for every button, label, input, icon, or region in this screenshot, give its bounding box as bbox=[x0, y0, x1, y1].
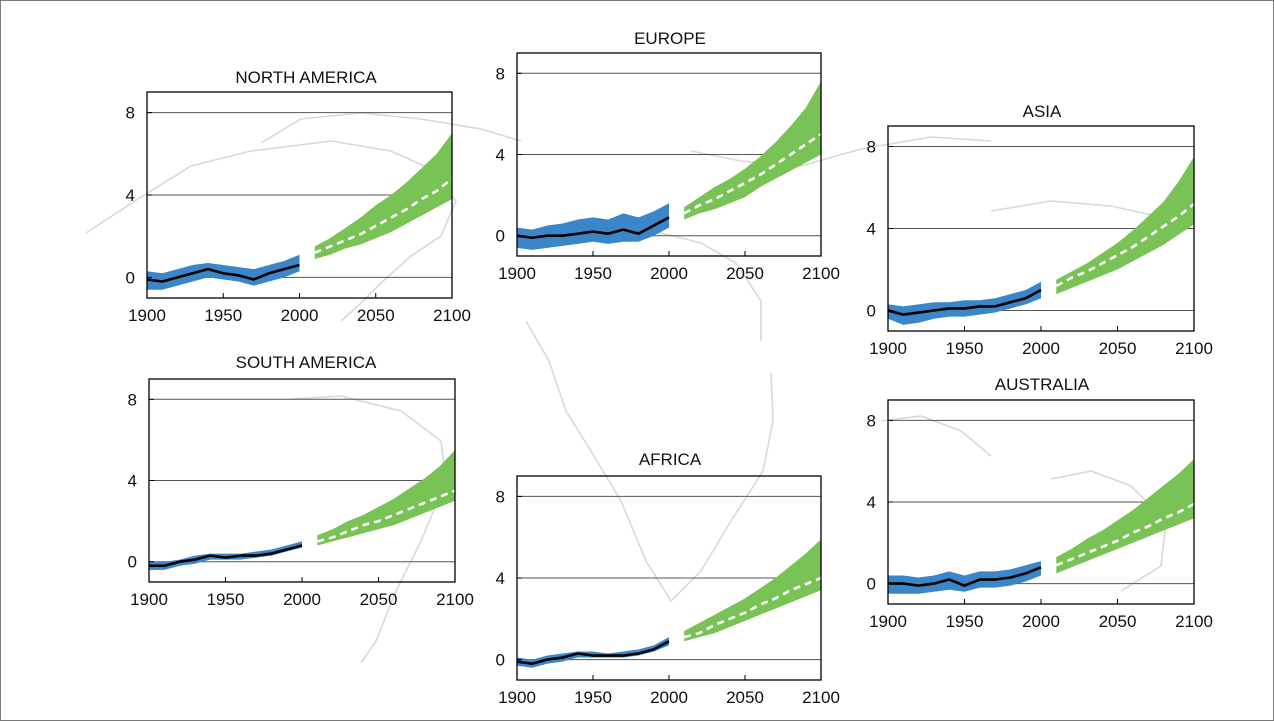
projected-mean-line bbox=[683, 576, 822, 639]
projected-range-band bbox=[314, 133, 452, 259]
y-tick-label: 0 bbox=[496, 227, 505, 246]
projected-range-band bbox=[684, 81, 821, 220]
y-tick-label: 8 bbox=[496, 64, 505, 83]
y-tick-label: 4 bbox=[128, 472, 137, 491]
observed-range-band bbox=[517, 203, 669, 250]
observed-range-band bbox=[149, 541, 302, 570]
y-tick-label: 4 bbox=[496, 146, 505, 165]
panel-australia: AUSTRALIA 1900 1950 2000 2050 2100 0 4 8 bbox=[846, 369, 1236, 639]
y-tick-label: 8 bbox=[126, 104, 135, 123]
x-tick-label: 1950 bbox=[204, 306, 242, 325]
projected-range-band bbox=[317, 450, 455, 546]
observed-mean-line bbox=[149, 544, 303, 568]
projected-range-band bbox=[1056, 459, 1194, 574]
y-tick-label: 8 bbox=[128, 390, 137, 409]
x-tick-label: 1950 bbox=[574, 688, 612, 707]
x-tick-label: 2000 bbox=[1022, 612, 1060, 631]
panel-africa: AFRICA 1900 1950 2000 2050 2100 0 4 8 bbox=[475, 441, 855, 717]
y-tick-label: 4 bbox=[867, 220, 876, 239]
x-tick-label: 1950 bbox=[207, 590, 245, 609]
x-tick-label: 2100 bbox=[802, 688, 840, 707]
observed-range-band bbox=[888, 561, 1041, 594]
panel-title: AFRICA bbox=[638, 450, 702, 469]
chart-north-america: 1900 1950 2000 2050 2100 0 4 8 bbox=[126, 91, 471, 325]
x-tick-label: 2050 bbox=[1099, 612, 1137, 631]
panel-europe: EUROPE 1900 1950 2000 2050 2100 0 4 8 bbox=[475, 21, 855, 291]
y-tick-label: 8 bbox=[496, 487, 505, 506]
x-tick-label: 2100 bbox=[433, 306, 471, 325]
x-tick-label: 2050 bbox=[726, 688, 764, 707]
y-tick-label: 0 bbox=[126, 268, 135, 287]
projected-mean-line bbox=[314, 177, 453, 254]
x-tick-label: 2000 bbox=[281, 306, 319, 325]
chart-australia: 1900 1950 2000 2050 2100 0 4 8 bbox=[867, 399, 1213, 631]
x-tick-label: 1900 bbox=[498, 688, 536, 707]
x-tick-label: 2050 bbox=[726, 264, 764, 283]
chart-europe: 1900 1950 2000 2050 2100 0 4 8 bbox=[496, 52, 840, 283]
x-tick-label: 1900 bbox=[130, 590, 168, 609]
x-tick-label: 2050 bbox=[360, 590, 398, 609]
y-tick-label: 0 bbox=[496, 651, 505, 670]
panel-asia: ASIA 1900 1950 2000 2050 2100 0 4 8 bbox=[846, 96, 1236, 366]
x-tick-label: 2050 bbox=[357, 306, 395, 325]
observed-range-band bbox=[888, 281, 1041, 325]
x-tick-label: 2100 bbox=[436, 590, 474, 609]
x-tick-label: 2100 bbox=[802, 264, 840, 283]
y-tick-label: 8 bbox=[867, 138, 876, 157]
y-tick-label: 0 bbox=[867, 302, 876, 321]
x-tick-label: 2050 bbox=[1099, 339, 1137, 358]
panel-title: AUSTRALIA bbox=[994, 375, 1090, 394]
observed-mean-line bbox=[146, 263, 300, 283]
chart-africa: 1900 1950 2000 2050 2100 0 4 8 bbox=[496, 475, 840, 707]
y-tick-label: 4 bbox=[126, 186, 135, 205]
y-tick-label: 0 bbox=[128, 553, 137, 572]
observed-mean-line bbox=[888, 566, 1042, 587]
panel-south-america: SOUTH AMERICA 1900 1950 2000 2050 2100 0 4 8 bbox=[105, 346, 485, 616]
x-tick-label: 1900 bbox=[498, 264, 536, 283]
panel-title: SOUTH AMERICA bbox=[235, 353, 377, 372]
projected-range-band bbox=[684, 539, 821, 642]
projected-mean-line bbox=[1055, 202, 1195, 288]
x-tick-label: 1900 bbox=[869, 339, 907, 358]
chart-asia: 1900 1950 2000 2050 2100 0 4 8 bbox=[867, 125, 1213, 358]
x-tick-label: 1950 bbox=[574, 264, 612, 283]
observed-mean-line bbox=[516, 640, 670, 665]
panel-title: ASIA bbox=[1022, 102, 1062, 121]
y-tick-label: 8 bbox=[867, 411, 876, 430]
x-tick-label: 1900 bbox=[869, 612, 907, 631]
y-tick-label: 0 bbox=[867, 575, 876, 594]
y-tick-label: 4 bbox=[867, 493, 876, 512]
x-tick-label: 2100 bbox=[1175, 612, 1213, 631]
x-tick-label: 1950 bbox=[946, 612, 984, 631]
projected-mean-line bbox=[316, 489, 456, 543]
x-tick-label: 2000 bbox=[283, 590, 321, 609]
x-tick-label: 1900 bbox=[128, 306, 166, 325]
observed-mean-line bbox=[887, 288, 1042, 316]
projected-mean-line bbox=[1055, 502, 1195, 567]
observed-mean-line bbox=[516, 216, 670, 240]
projected-mean-line bbox=[683, 133, 822, 215]
projected-range-band bbox=[1056, 156, 1194, 295]
x-tick-label: 2000 bbox=[650, 688, 688, 707]
panel-title: NORTH AMERICA bbox=[235, 68, 377, 87]
x-tick-label: 2100 bbox=[1175, 339, 1213, 358]
panel-north-america: NORTH AMERICA 1900 1950 2000 2050 2100 0 4 8 bbox=[105, 61, 485, 331]
y-tick-label: 4 bbox=[496, 569, 505, 588]
x-tick-label: 2000 bbox=[1022, 339, 1060, 358]
x-tick-label: 2000 bbox=[650, 264, 688, 283]
observed-range-band bbox=[517, 637, 669, 668]
chart-south-america: 1900 1950 2000 2050 2100 0 4 8 bbox=[128, 378, 474, 609]
x-tick-label: 1950 bbox=[946, 339, 984, 358]
panel-title: EUROPE bbox=[634, 29, 706, 48]
